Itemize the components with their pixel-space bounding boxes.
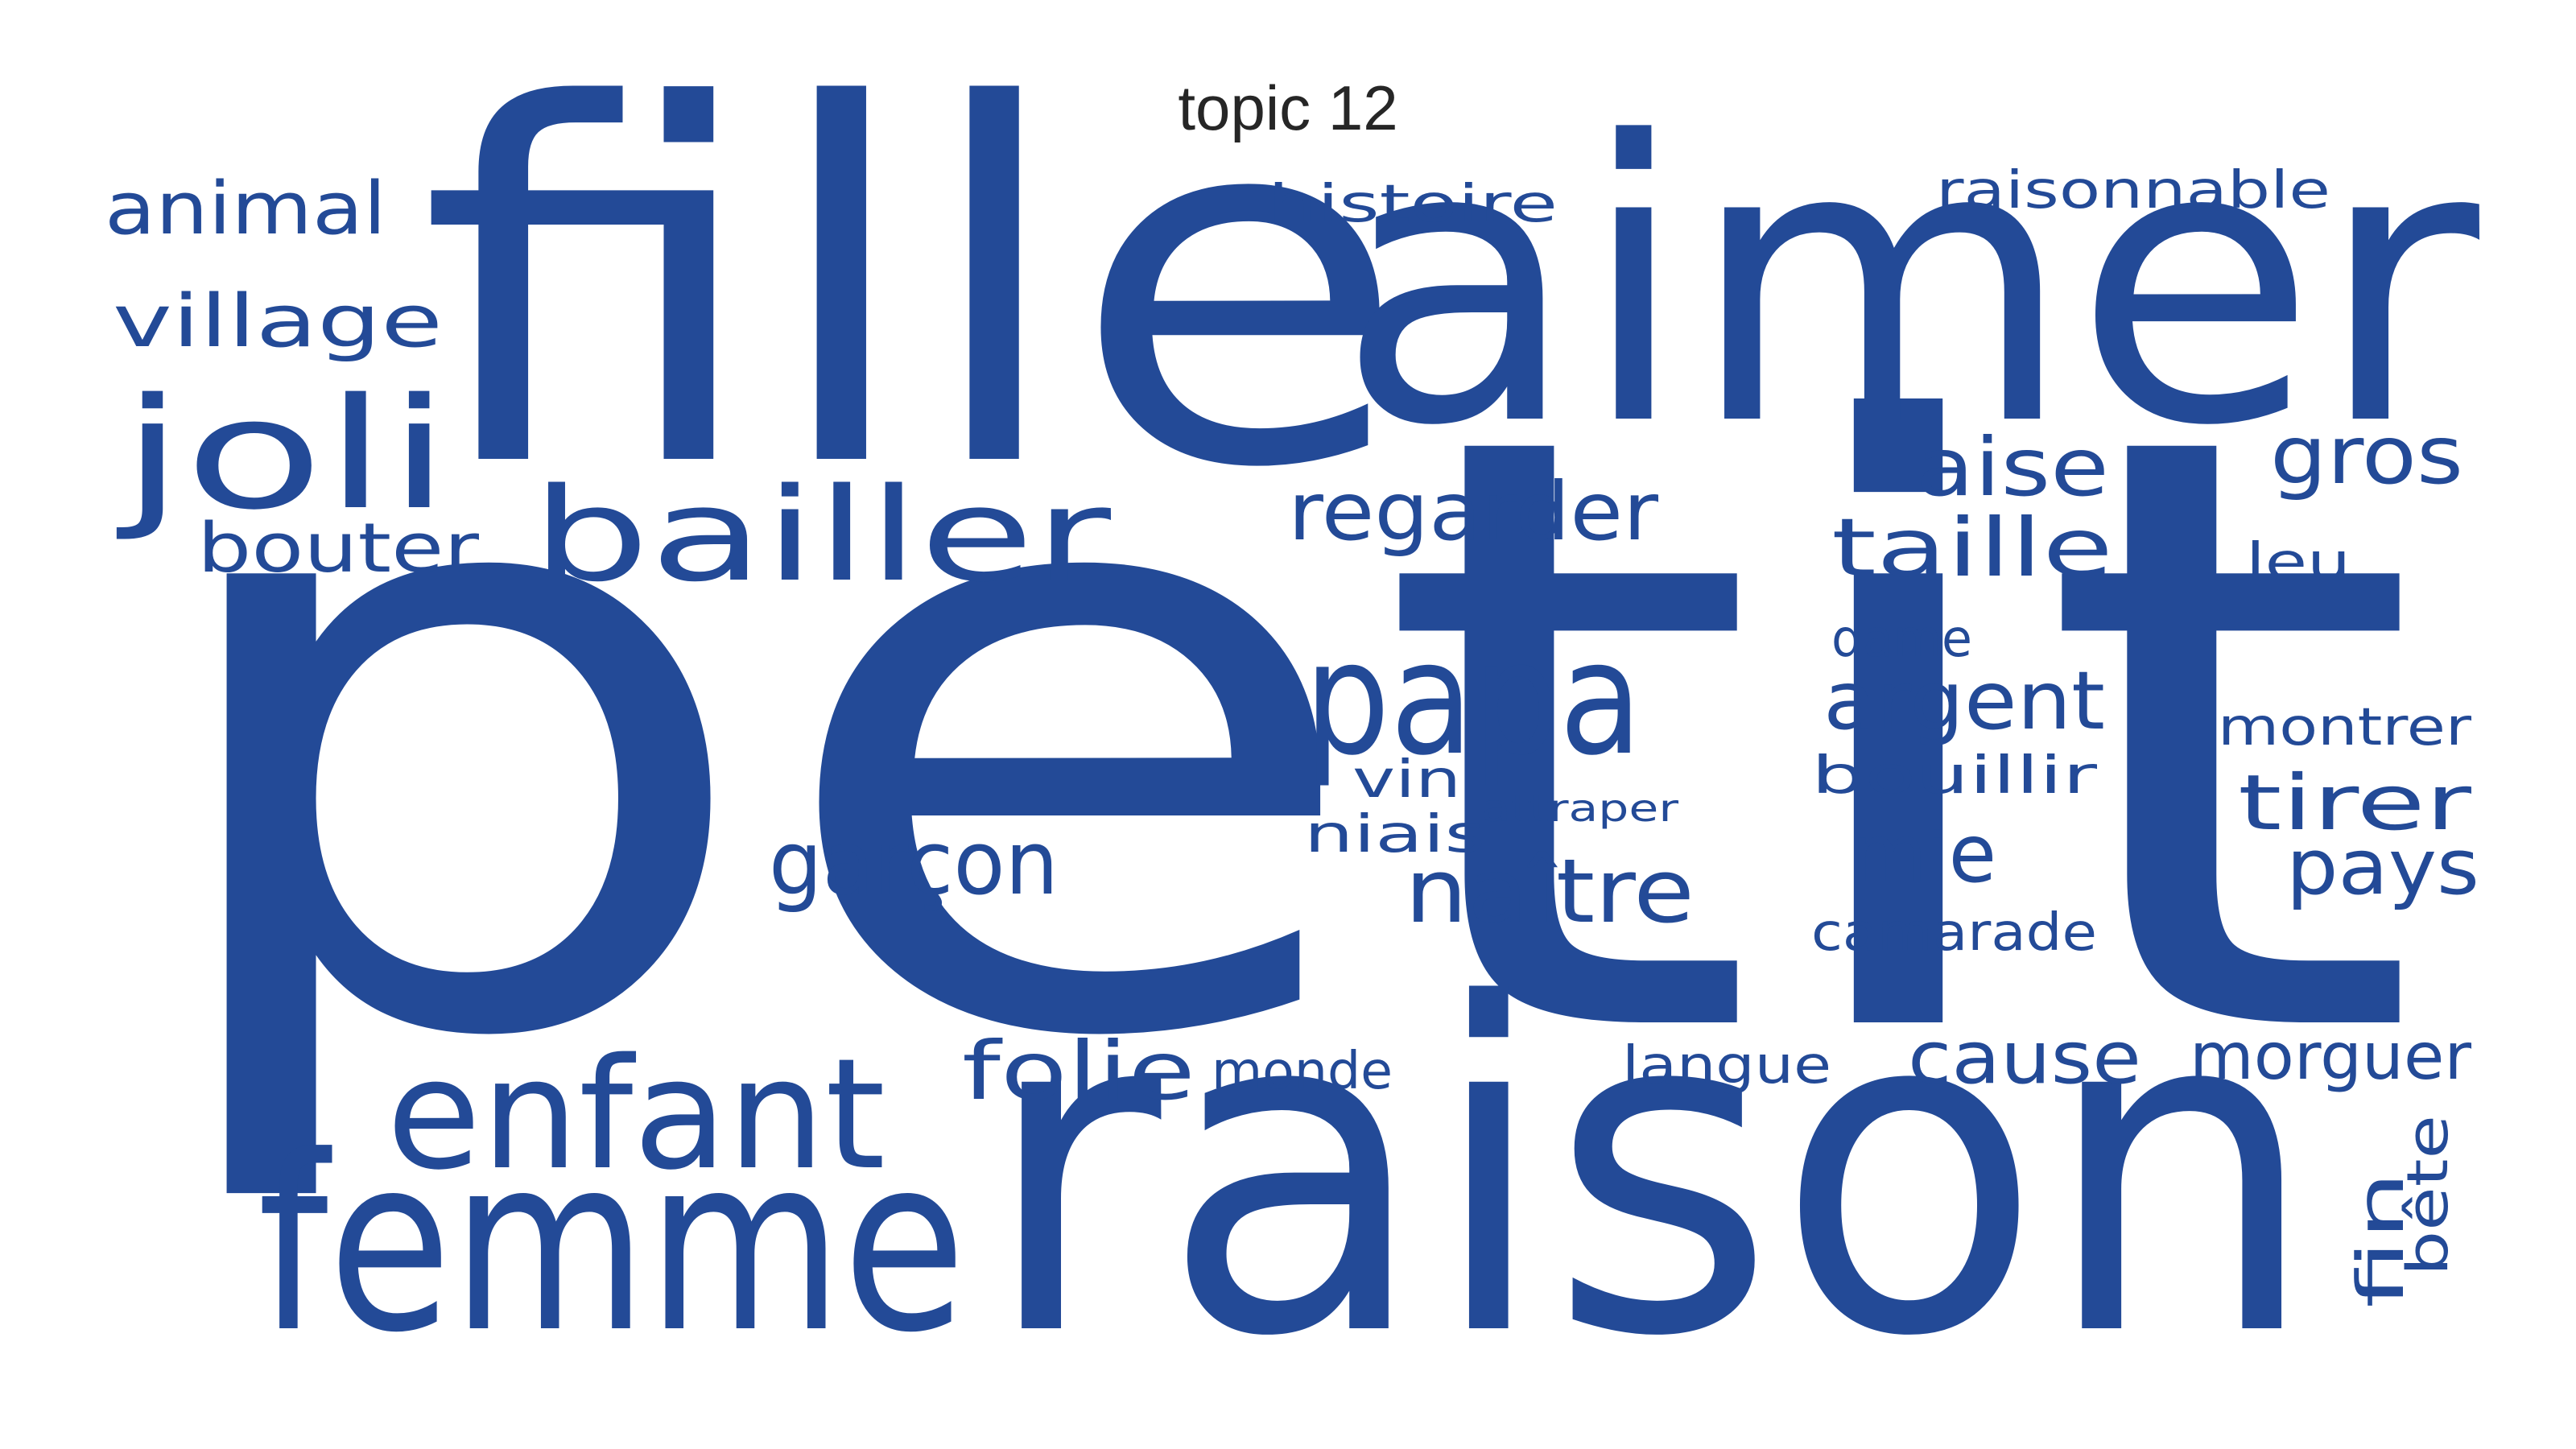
word-cause: cause [1908,1016,2141,1100]
word-fin: fin [2343,1171,2418,1308]
word-raison: raison [982,910,2318,1435]
word-dame: dame [1831,609,1972,669]
word-niais: niais [1304,805,1485,865]
word-fille: fille [419,3,1409,575]
word-mie: mie [1852,807,1996,901]
word-bouter: bouter [197,509,479,588]
word-joli: joli [116,365,451,543]
word-argent: argent [1823,654,2105,748]
word-aimer: aimer [1336,60,2483,510]
word-enfant: enfant [386,1026,886,1203]
figure-title: topic 12 [1178,72,1398,143]
word-montrer: montrer [2218,698,2472,758]
word-morguer: morguer [2190,1019,2471,1094]
word-monde: monde [1212,1042,1393,1101]
word-pays: pays [2286,824,2479,912]
word-regarder: regarder [1288,464,1659,559]
word-taille: taille [1831,501,2113,595]
word-bouillir: bouillir [1811,746,2098,806]
word-camarade: camarade [1811,903,2097,963]
word-bailler: bailler [531,460,1111,610]
word-attraper: attraper [1481,786,1678,830]
word-bete: bête [2395,1115,2461,1276]
word-folie: folie [962,1024,1195,1118]
word-leu: leu [2246,533,2351,592]
word-femme: femme [258,1104,966,1385]
word-naitre: naître [1405,840,1695,943]
word-langue: langue [1622,1036,1831,1096]
word-vin: vin [1352,750,1461,810]
word-garcon: garçon [769,811,1059,914]
word-gros: gros [2270,408,2463,502]
word-papa: papa [1304,607,1642,790]
word-aise: aise [1916,420,2109,514]
word-petit: petit [137,260,2423,1216]
word-village: village [113,279,443,364]
word-tirer: tirer [2238,759,2472,848]
word-raisonnable: raisonnable [1936,161,2330,221]
word-histoire: histoire [1268,175,1558,234]
word-animal: animal [105,167,386,251]
